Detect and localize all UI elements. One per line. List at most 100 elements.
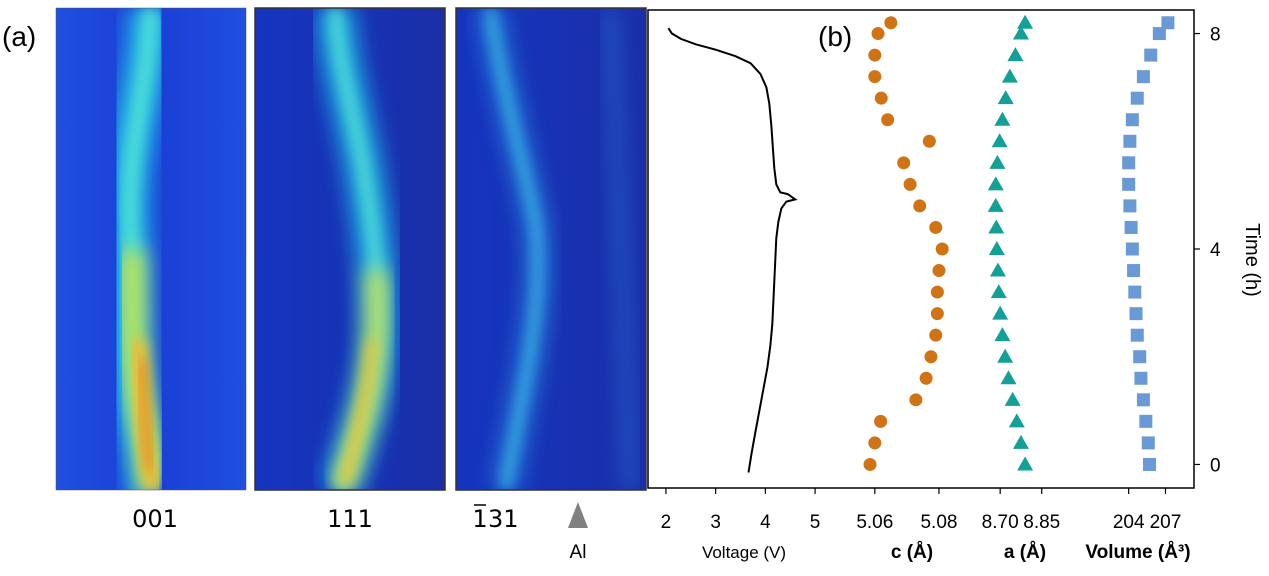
a-point [1000, 370, 1017, 385]
volume-point [1136, 393, 1150, 407]
time-tick-label: 0 [1210, 455, 1221, 476]
volume-point [1122, 156, 1136, 170]
volume-point [1144, 48, 1158, 62]
panel-a-label: (a) [2, 21, 36, 52]
label-131: 1 31 [472, 504, 519, 533]
a-point [1007, 47, 1024, 62]
volume-tick-label: 204 [1113, 512, 1145, 533]
c-point [874, 414, 888, 428]
c-tick-label: 5.08 [920, 512, 957, 533]
volume-point [1143, 457, 1157, 471]
c-point [868, 48, 882, 62]
c-point [884, 16, 898, 30]
voltage-axis-label: Voltage (V) [702, 543, 786, 562]
a-point [988, 219, 1005, 234]
volume-point [1128, 285, 1142, 299]
voltage-series [667, 27, 798, 473]
a-point [987, 197, 1004, 212]
volume-tick-label: 207 [1150, 512, 1182, 533]
volume-point [1125, 242, 1139, 256]
a-point [997, 348, 1014, 363]
volume-point [1129, 307, 1143, 321]
volume-point [1136, 70, 1150, 84]
c-point [868, 70, 882, 84]
a-tick-label: 8.70 [982, 512, 1019, 533]
a-point [1012, 434, 1029, 449]
time-tick-label: 8 [1210, 25, 1221, 46]
a-point [990, 284, 1007, 299]
volume-point [1133, 350, 1147, 364]
c-point [909, 393, 923, 407]
c-point [930, 285, 944, 299]
al-label: Al [570, 542, 587, 563]
volume-point [1125, 113, 1139, 127]
volume-ticks: 204 207 [1113, 488, 1182, 533]
a-point [989, 154, 1006, 169]
c-point [929, 328, 943, 342]
volume-point [1130, 91, 1144, 105]
volume-point [1161, 16, 1175, 30]
al-marker-triangle-icon [568, 502, 588, 528]
volume-point [1122, 177, 1136, 191]
voltage-tick-label: 3 [710, 512, 721, 533]
voltage-ticks: 2 3 4 5 [661, 488, 821, 533]
time-axis: 0 4 8 [1194, 25, 1221, 476]
a-point [994, 327, 1011, 342]
label-111: 111 [327, 505, 373, 533]
a-point [991, 133, 1008, 148]
label-131-rest: 31 [488, 505, 519, 533]
c-point [922, 134, 936, 148]
a-point [994, 111, 1011, 126]
c-point [929, 220, 943, 234]
c-point [863, 457, 877, 471]
voltage-tick-label: 2 [661, 512, 672, 533]
a-point [1012, 25, 1029, 40]
volume-point [1139, 414, 1153, 428]
a-point [988, 241, 1005, 255]
volume-point [1127, 264, 1141, 278]
c-point [868, 436, 882, 450]
c-tick-label: 5.06 [856, 512, 893, 533]
volume-point [1123, 199, 1137, 213]
volume-point [1130, 328, 1144, 342]
volume-axis-label: Volume (Å³) [1085, 542, 1190, 563]
heatmap-001 [56, 8, 246, 490]
a-point [1001, 68, 1018, 83]
a-point [1008, 413, 1025, 428]
a-point [992, 305, 1009, 320]
voltage-line [667, 27, 798, 473]
volume-point [1141, 436, 1155, 450]
volume-point [1124, 220, 1138, 234]
c-point [930, 307, 944, 321]
c-point [935, 242, 949, 256]
panel-b-frame [647, 9, 1195, 489]
c-point [932, 264, 946, 278]
c-point [871, 27, 885, 41]
a-point [1004, 391, 1021, 406]
a-point [1017, 456, 1034, 471]
c-ticks: 5.06 5.08 [856, 488, 957, 533]
time-axis-label: Time (h) [1241, 223, 1263, 297]
heatmap-111 [255, 8, 445, 490]
a-series [987, 14, 1034, 471]
label-131-bar-digit: 1 [472, 505, 487, 533]
volume-point [1134, 371, 1148, 385]
volume-point [1152, 27, 1166, 41]
a-point [987, 176, 1004, 191]
label-001: 001 [132, 505, 178, 533]
c-point [903, 177, 917, 191]
c-point [881, 113, 895, 127]
c-axis-label: c (Å) [891, 542, 933, 563]
c-point [919, 371, 933, 385]
time-tick-label: 4 [1210, 240, 1221, 261]
c-point [913, 199, 927, 213]
c-series [863, 16, 949, 471]
voltage-tick-label: 5 [810, 512, 821, 533]
c-point [924, 350, 938, 364]
voltage-tick-label: 4 [760, 512, 771, 533]
a-tick-label: 8.85 [1023, 512, 1060, 533]
a-ticks: 8.70 8.85 [982, 488, 1060, 533]
c-point [874, 91, 888, 105]
volume-series [1122, 16, 1175, 471]
